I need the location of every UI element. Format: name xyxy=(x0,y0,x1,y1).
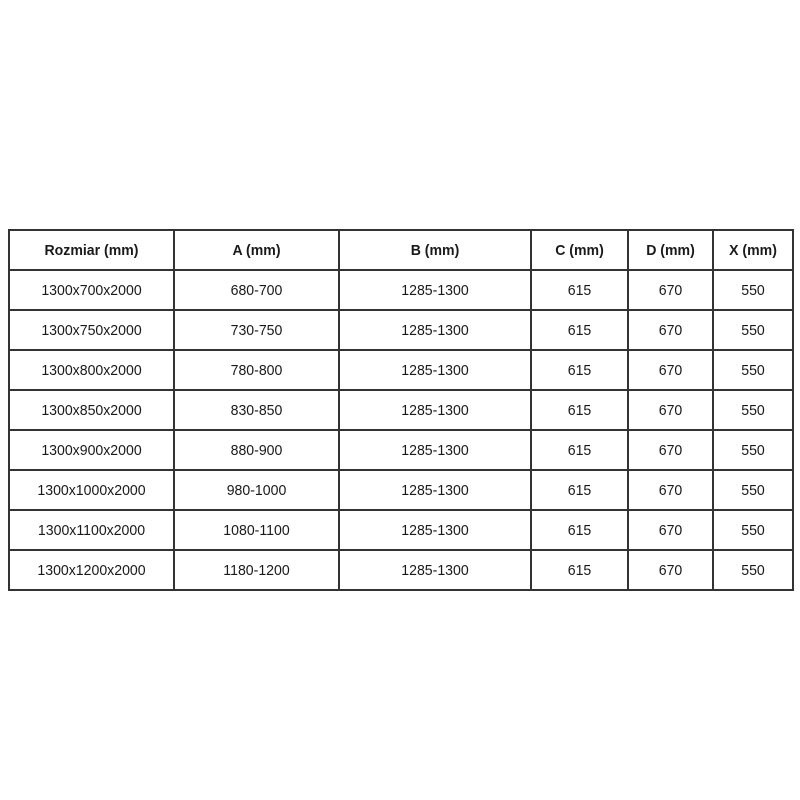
cell-c: 615 xyxy=(532,309,627,351)
column-header-c: C (mm) xyxy=(532,229,627,271)
dimensions-spec-table: Rozmiar (mm) A (mm) B (mm) C (mm) D (mm) X (m… xyxy=(8,229,794,591)
table-row: 1300x1000x2000 980-1000 1285-1300 615 670 550 xyxy=(9,469,793,511)
table-header-row: Rozmiar (mm) A (mm) B (mm) C (mm) D (mm) X (m… xyxy=(9,229,793,271)
table-row: 1300x700x2000 680-700 1285-1300 615 670 550 xyxy=(9,269,793,311)
cell-rozmiar: 1300x700x2000 xyxy=(13,269,170,311)
table-row: 1300x800x2000 780-800 1285-1300 615 670 550 xyxy=(9,349,793,391)
cell-b: 1285-1300 xyxy=(343,309,527,351)
cell-x: 550 xyxy=(714,349,792,391)
column-header-a: A (mm) xyxy=(178,229,335,271)
table-row: 1300x850x2000 830-850 1285-1300 615 670 550 xyxy=(9,389,793,431)
cell-a: 980-1000 xyxy=(178,469,335,511)
table-row: 1300x900x2000 880-900 1285-1300 615 670 550 xyxy=(9,429,793,471)
cell-d: 670 xyxy=(629,309,712,351)
cell-b: 1285-1300 xyxy=(343,349,527,391)
cell-d: 670 xyxy=(629,469,712,511)
cell-a: 780-800 xyxy=(178,349,335,391)
cell-c: 615 xyxy=(532,349,627,391)
cell-d: 670 xyxy=(629,389,712,431)
cell-a: 1080-1100 xyxy=(178,509,335,551)
table-row: 1300x1100x2000 1080-1100 1285-1300 615 670 55… xyxy=(9,509,793,551)
cell-x: 550 xyxy=(714,549,792,591)
cell-a: 1180-1200 xyxy=(178,549,335,591)
cell-rozmiar: 1300x750x2000 xyxy=(13,309,170,351)
cell-d: 670 xyxy=(629,509,712,551)
cell-d: 670 xyxy=(629,349,712,391)
cell-c: 615 xyxy=(532,389,627,431)
table-row: 1300x750x2000 730-750 1285-1300 615 670 550 xyxy=(9,309,793,351)
cell-c: 615 xyxy=(532,509,627,551)
cell-x: 550 xyxy=(714,509,792,551)
cell-rozmiar: 1300x1200x2000 xyxy=(13,549,170,591)
table-header: Rozmiar (mm) A (mm) B (mm) C (mm) D (mm) X (m… xyxy=(9,229,793,271)
cell-rozmiar: 1300x1000x2000 xyxy=(13,469,170,511)
cell-b: 1285-1300 xyxy=(343,429,527,471)
cell-b: 1285-1300 xyxy=(343,269,527,311)
column-header-x: X (mm) xyxy=(714,229,792,271)
cell-rozmiar: 1300x850x2000 xyxy=(13,389,170,431)
cell-d: 670 xyxy=(629,549,712,591)
cell-c: 615 xyxy=(532,549,627,591)
cell-a: 880-900 xyxy=(178,429,335,471)
cell-d: 670 xyxy=(629,429,712,471)
table-body: 1300x700x2000 680-700 1285-1300 615 670 550 13… xyxy=(9,269,793,591)
cell-c: 615 xyxy=(532,429,627,471)
cell-x: 550 xyxy=(714,429,792,471)
cell-rozmiar: 1300x900x2000 xyxy=(13,429,170,471)
cell-b: 1285-1300 xyxy=(343,549,527,591)
cell-b: 1285-1300 xyxy=(343,509,527,551)
cell-rozmiar: 1300x800x2000 xyxy=(13,349,170,391)
column-header-d: D (mm) xyxy=(629,229,712,271)
cell-a: 680-700 xyxy=(178,269,335,311)
column-header-b: B (mm) xyxy=(343,229,527,271)
cell-c: 615 xyxy=(532,269,627,311)
cell-rozmiar: 1300x1100x2000 xyxy=(13,509,170,551)
cell-b: 1285-1300 xyxy=(343,389,527,431)
cell-c: 615 xyxy=(532,469,627,511)
spec-table-container: Rozmiar (mm) A (mm) B (mm) C (mm) D (mm) X (m… xyxy=(8,229,794,591)
cell-x: 550 xyxy=(714,469,792,511)
table-row: 1300x1200x2000 1180-1200 1285-1300 615 670 55… xyxy=(9,549,793,591)
cell-a: 830-850 xyxy=(178,389,335,431)
cell-x: 550 xyxy=(714,269,792,311)
column-header-rozmiar: Rozmiar (mm) xyxy=(13,229,170,271)
cell-x: 550 xyxy=(714,309,792,351)
cell-x: 550 xyxy=(714,389,792,431)
cell-b: 1285-1300 xyxy=(343,469,527,511)
cell-a: 730-750 xyxy=(178,309,335,351)
cell-d: 670 xyxy=(629,269,712,311)
